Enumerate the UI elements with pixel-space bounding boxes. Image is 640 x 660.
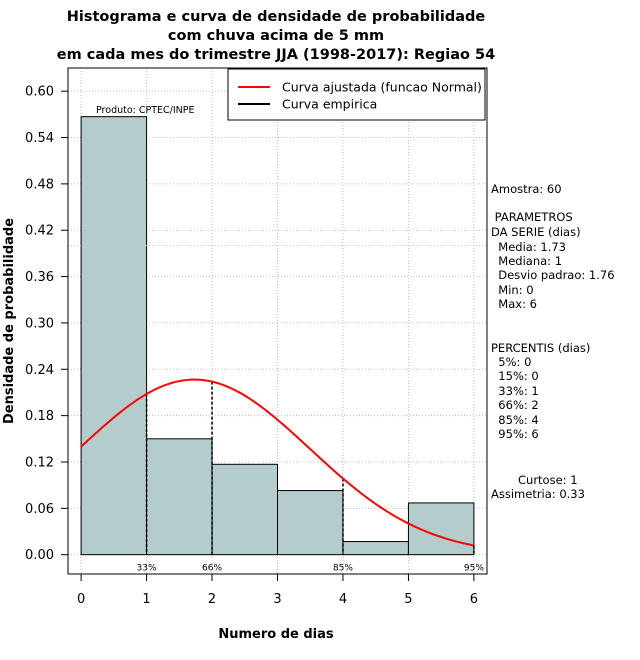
stat-p33: 33%: 1 <box>491 384 539 398</box>
legend-label-0: Curva ajustada (funcao Normal) <box>282 80 482 95</box>
stat-min: Min: 0 <box>491 283 534 297</box>
stat-p85: 85%: 4 <box>491 413 539 427</box>
y-tick-label-0: 0.00 <box>25 548 54 563</box>
histogram-bars <box>80 116 475 556</box>
legend-box <box>227 68 486 121</box>
stat-p15: 15%: 0 <box>491 369 539 383</box>
bar-4 <box>342 541 409 556</box>
stat-max: Max: 6 <box>491 297 537 311</box>
title-line-0: Histograma e curva de densidade de proba… <box>67 9 486 25</box>
percentile-label-0: 33% <box>137 564 157 574</box>
stat-amostra: Amostra: 60 <box>491 182 562 196</box>
stat-p95: 95%: 6 <box>491 427 539 441</box>
stat-media: Media: 1.73 <box>491 240 566 254</box>
percentile-label-3: 95% <box>464 564 484 574</box>
x-tick-label-3: 3 <box>273 592 281 607</box>
produto-annotation: Produto: CPTEC/INPE <box>96 105 195 116</box>
y-tick-label-9: 0.54 <box>25 131 54 146</box>
y-tick-label-2: 0.12 <box>25 455 54 470</box>
x-tick-label-0: 0 <box>77 592 85 607</box>
y-tick-label-5: 0.30 <box>25 316 54 331</box>
y-tick-label-1: 0.06 <box>25 502 54 517</box>
bar-2 <box>211 463 278 556</box>
x-tick-label-1: 1 <box>142 592 150 607</box>
bar-0 <box>80 116 148 556</box>
x-tick-label-5: 5 <box>404 592 412 607</box>
percentile-lines: 33% 66% 85% 95% <box>137 381 484 574</box>
normal-fit-curve <box>80 378 475 547</box>
x-tick-label-6: 6 <box>470 592 478 607</box>
percentile-label-1: 66% <box>202 564 222 574</box>
perc-title: PERCENTIS (dias) <box>491 341 591 355</box>
bar-1 <box>146 438 213 556</box>
stat-assimetria: Assimetria: 0.33 <box>491 487 585 501</box>
chart-title: Histograma e curva de densidade de proba… <box>57 9 495 63</box>
legend-label-1: Curva empirica <box>282 97 377 112</box>
y-tick-label-8: 0.48 <box>25 177 54 192</box>
param-title-1: PARAMETROS <box>491 210 573 224</box>
bar-3 <box>277 490 344 556</box>
y-axis-label: Densidade de probabilidade <box>2 218 17 424</box>
title-line-1: com chuva acima de 5 mm <box>168 28 384 44</box>
y-tick-label-4: 0.24 <box>25 363 54 378</box>
percentile-label-2: 85% <box>333 564 353 574</box>
param-title-2: DA SERIE (dias) <box>491 225 581 239</box>
title-line-2: em cada mes do trimestre JJA (1998-2017)… <box>57 47 495 63</box>
axes: 0 1 2 3 4 5 6 0.00 0.06 0.12 0.18 0.24 0.30 0.36 0.42 0… <box>25 85 478 607</box>
legend: Curva ajustada (funcao Normal) Curva empi… <box>227 68 486 121</box>
x-tick-label-4: 4 <box>339 592 347 607</box>
y-tick-label-7: 0.42 <box>25 224 54 239</box>
y-tick-label-10: 0.60 <box>25 85 54 100</box>
x-tick-label-2: 2 <box>208 592 216 607</box>
stat-p66: 66%: 2 <box>491 398 539 412</box>
stat-curtose: Curtose: 1 <box>518 473 578 487</box>
stat-p5: 5%: 0 <box>491 355 532 369</box>
x-axis-label: Numero de dias <box>218 627 334 642</box>
stat-mediana: Mediana: 1 <box>491 254 563 268</box>
y-tick-label-3: 0.18 <box>25 409 54 424</box>
stat-desvio: Desvio padrao: 1.76 <box>491 268 615 282</box>
y-tick-label-6: 0.36 <box>25 270 54 285</box>
